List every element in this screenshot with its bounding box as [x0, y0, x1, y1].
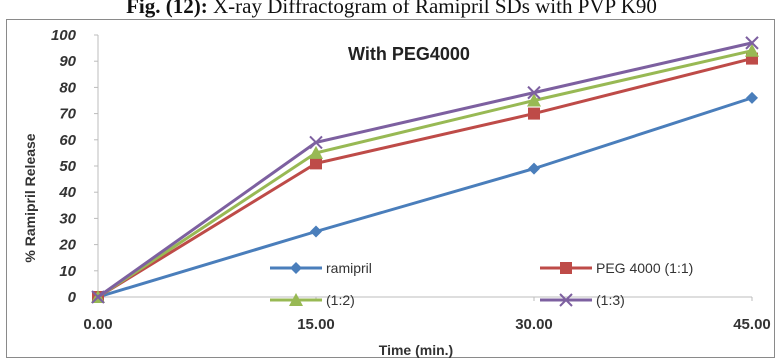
- data-point: [528, 107, 540, 120]
- x-axis-title: Time (min.): [379, 342, 453, 358]
- legend-marker: [559, 293, 573, 307]
- data-point: [309, 135, 323, 150]
- figure-caption: Fig. (12): X-ray Diffractogram of Ramipr…: [0, 0, 783, 18]
- chart-title: With PEG4000: [348, 44, 470, 64]
- y-tick-label: 90: [59, 53, 76, 70]
- data-point: [527, 85, 541, 100]
- legend-label: ramipril: [326, 260, 372, 276]
- series-line: [97, 57, 753, 299]
- x-tick-label: 30.00: [515, 316, 553, 333]
- legend: ramipril PEG 4000 (1:1) (1:2) (1:3): [270, 260, 693, 308]
- data-point: [310, 157, 322, 170]
- data-point: [745, 43, 759, 57]
- legend-label: (1:2): [326, 292, 355, 308]
- x-tick-label: 15.00: [297, 316, 335, 333]
- legend-marker: [560, 262, 572, 274]
- y-tick-label: 30: [59, 210, 76, 227]
- series-1-3: [91, 36, 759, 304]
- y-tick-label: 0: [68, 289, 77, 306]
- x-tick-label: 0.00: [83, 316, 112, 333]
- y-tick-label: 70: [59, 106, 76, 123]
- y-tick-label: 60: [59, 132, 76, 149]
- series-line: [97, 41, 753, 299]
- y-tick-label: 10: [59, 263, 76, 280]
- data-point: [527, 93, 541, 107]
- x-tick-label: 45.00: [733, 316, 771, 333]
- legend-label: (1:3): [596, 292, 625, 308]
- caption-text: X-ray Diffractogram of Ramipril SDs with…: [213, 0, 657, 18]
- legend-marker: [290, 262, 302, 274]
- legend-item: (1:2): [270, 292, 355, 308]
- legend-item: (1:3): [540, 292, 625, 308]
- y-tick-label: 100: [51, 27, 77, 44]
- y-axis-title: % Ramipril Release: [22, 133, 38, 262]
- legend-marker: [289, 293, 303, 306]
- y-tick-label: 40: [58, 184, 76, 201]
- legend-item: ramipril: [270, 260, 372, 276]
- caption-number: (12):: [165, 0, 208, 18]
- data-point: [309, 145, 323, 159]
- data-point: [310, 225, 322, 238]
- data-point: [745, 36, 759, 50]
- data-point: [746, 91, 758, 104]
- series-line: [97, 49, 753, 299]
- y-tick-label: 80: [59, 79, 76, 96]
- data-point: [528, 162, 540, 175]
- series-line: [97, 96, 753, 299]
- legend-label: PEG 4000 (1:1): [596, 260, 693, 276]
- data-point: [91, 290, 105, 304]
- legend-item: PEG 4000 (1:1): [540, 260, 693, 276]
- y-tick-label: 20: [58, 237, 76, 254]
- caption-prefix: Fig.: [126, 0, 161, 18]
- y-tick-label: 50: [59, 158, 76, 175]
